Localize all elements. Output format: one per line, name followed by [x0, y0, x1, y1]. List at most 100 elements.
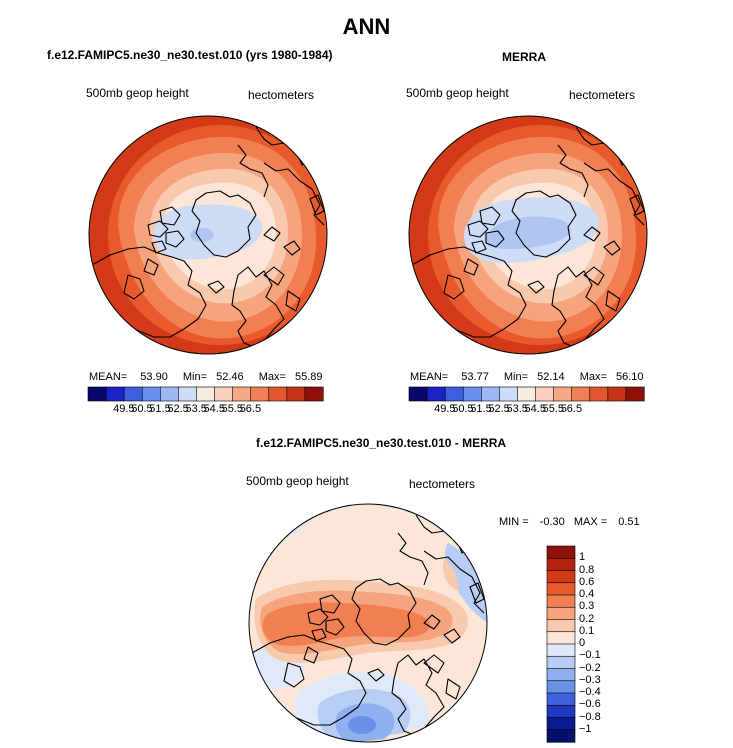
panel-1-colorbar-tick-label: 50.5 — [131, 403, 153, 415]
coastline-segment — [485, 230, 505, 248]
panel-2-colorbar-swatch — [607, 386, 627, 402]
panel-1-colorbar-swatch — [178, 386, 198, 402]
panel-1-stats: MEAN= 53.90 Min= 52.46 Max= 55.89 — [89, 371, 323, 383]
panel-1-colorbar-tick-label: 51.5 — [149, 403, 171, 415]
coastline-segment — [443, 628, 461, 644]
panel-2-colorbar-swatch — [444, 386, 464, 402]
panel-3-colorbar-tick-label: −0.8 — [579, 710, 601, 723]
panel-1-colorbar-swatch — [250, 386, 270, 402]
height-field — [89, 116, 327, 354]
coastline-segment — [629, 194, 645, 216]
panel-3-max-label: MAX = — [573, 516, 608, 528]
panel-2-colorbar-swatch — [462, 386, 482, 402]
coastline-segment — [237, 144, 269, 198]
panel-3-colorbar-swatch — [546, 704, 576, 719]
coastline-segment — [123, 274, 145, 300]
coastline-segment — [151, 240, 167, 254]
panel-3-colorbar-swatch — [546, 655, 576, 670]
panel-2-colorbar-swatch — [553, 386, 573, 402]
coastline-segment — [283, 240, 301, 256]
coastline-segment — [143, 258, 159, 276]
contour-band-51 — [484, 216, 571, 249]
panel-3-colorbar-swatch — [546, 729, 576, 743]
panel-1-mean-value: 53.90 — [140, 371, 168, 383]
coastline-segment — [191, 190, 257, 258]
panel-1-colorbar-tick-label: 54.5 — [203, 403, 225, 415]
coastline-segment — [231, 266, 285, 348]
panel-3-colorbar-tick-label: −0.3 — [579, 673, 601, 686]
panel-2-stats: MEAN= 53.77 Min= 52.14 Max= 56.10 — [410, 371, 644, 383]
panel-1-colorbar-tick-label: 52.5 — [167, 403, 189, 415]
panel-3-colorbar-swatch — [546, 557, 576, 572]
panel-2-colorbar-tick-label: 56.5 — [560, 403, 583, 415]
coastline-segment — [583, 266, 605, 286]
panel-3-colorbar-swatch — [546, 606, 576, 621]
panel-1-max-label: Max= — [258, 371, 286, 383]
panel-1-title: f.e12.FAMIPC5.ne30_ne30.test.010 (yrs 19… — [47, 48, 333, 62]
panel-3-variable-label: 500mb geop height — [246, 474, 349, 488]
panel-1-colorbar-tick-label: 53.5 — [185, 403, 207, 415]
panel-2-colorbar-swatch — [535, 386, 555, 402]
panel-3-colorbar-tick-label: −1 — [579, 722, 592, 735]
panel-3-colorbar-tick-label: 0 — [579, 637, 586, 649]
panel-1-max-value: 55.89 — [294, 371, 323, 383]
panel-3-polar-map — [248, 503, 488, 743]
panel-3-colorbar-swatch — [546, 680, 576, 694]
panel-1-colorbar-swatch — [268, 386, 288, 402]
coastline-segment — [303, 646, 319, 664]
coastline-segment — [207, 280, 225, 294]
coastline-segment — [443, 274, 465, 300]
diff-band-pos — [442, 559, 459, 591]
panel-2-colorbar-tick-label: 53.5 — [506, 403, 528, 415]
panel-2-min-label: Min= — [503, 371, 529, 383]
panel-1-colorbar-tick-label: 49.5 — [113, 403, 135, 415]
coastline-segment — [557, 144, 589, 198]
panel-3-colorbar-swatch — [546, 594, 576, 608]
panel-1-colorbar-swatch — [304, 386, 324, 402]
coastline-segment — [325, 618, 345, 636]
figure-title: ANN — [342, 14, 391, 39]
panel-1-min-value: 52.46 — [216, 371, 244, 383]
map-boundary — [408, 115, 648, 355]
panel-3-colorbar-tick-label: 0.4 — [579, 588, 595, 600]
panel-3-colorbar-tick-label: 0.8 — [579, 563, 595, 576]
coastline-segment — [527, 280, 545, 294]
panel-2-min-value: 52.14 — [537, 371, 565, 383]
coastline-segment — [311, 628, 327, 642]
panel-3-colorbar-swatch — [546, 582, 576, 596]
panel-1-colorbar-swatch — [87, 386, 107, 402]
panel-3-colorbar-swatch — [546, 692, 576, 706]
coastline-segment — [467, 220, 489, 238]
coastline-segment — [367, 668, 385, 682]
panel-2-colorbar-swatch — [426, 386, 446, 402]
panel-2-colorbar-tick-label: 49.5 — [434, 403, 456, 415]
coastline-segment — [307, 608, 329, 626]
panel-1-colorbar-swatch — [141, 386, 161, 402]
panel-3-max-value: 0.51 — [618, 516, 640, 528]
panel-1-colorbar-swatch — [196, 386, 216, 402]
coastline-segment — [423, 614, 441, 630]
panel-3-colorbar-tick-label: −0.1 — [579, 649, 601, 662]
panel-2-colorbar-swatch — [625, 386, 645, 402]
panel-3-colorbar-labels: 1 0.8 0.6 0.4 0.3 0.2 0.1 0 −0.1 −0.2 −0.3 −0.4 −0.6… — [579, 546, 619, 742]
panel-2-title: MERRA — [502, 50, 546, 64]
panel-2-colorbar-labels: 49.5 50.5 51.5 52.5 53.5 54.5 55.5 56.5 — [409, 403, 644, 417]
map-boundary — [248, 503, 488, 743]
panel-3-colorbar-swatch — [546, 631, 576, 645]
panel-3-colorbar-tick-label: −0.6 — [579, 698, 601, 711]
coastline-segment — [551, 266, 605, 348]
coastline-segment — [165, 230, 185, 248]
coastline-segment — [479, 206, 501, 226]
panel-3-colorbar-tick-label: 1 — [579, 551, 586, 564]
panel-1-units-label: hectometers — [248, 88, 315, 102]
panel-1-colorbar-swatch — [105, 386, 125, 402]
panel-1-polar-map — [88, 115, 328, 355]
panel-2-polar-map — [408, 115, 648, 355]
panel-1-colorbar-swatch — [214, 386, 234, 402]
panel-3-colorbar-tick-label: −0.4 — [579, 686, 601, 698]
panel-2-colorbar-tick-label: 54.5 — [524, 403, 546, 415]
panel-2-colorbar-swatch — [517, 386, 537, 402]
coastline-segment — [471, 240, 487, 254]
coastline-segment — [147, 220, 169, 238]
coastline-segment — [263, 226, 281, 242]
